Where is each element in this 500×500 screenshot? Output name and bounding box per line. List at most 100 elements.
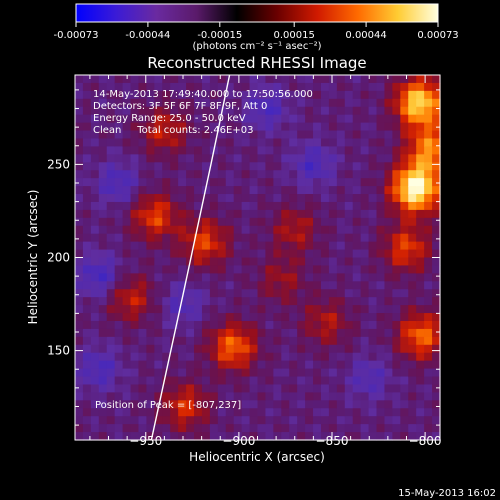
heatmap-cell bbox=[194, 114, 203, 124]
heatmap-cell bbox=[233, 106, 243, 116]
heatmap-cell bbox=[75, 209, 84, 219]
heatmap-cell bbox=[201, 82, 211, 92]
heatmap-cell bbox=[225, 384, 235, 393]
heatmap-cell bbox=[392, 75, 401, 84]
heatmap-cell bbox=[297, 75, 306, 84]
heatmap-cell bbox=[114, 257, 124, 267]
heatmap-cell bbox=[360, 432, 370, 441]
heatmap-cell bbox=[241, 241, 251, 251]
heatmap-cell bbox=[178, 130, 187, 140]
heatmap-cell bbox=[130, 75, 140, 84]
x-tick-label: −950 bbox=[129, 434, 162, 448]
heatmap-cell bbox=[162, 138, 171, 148]
heatmap-cell bbox=[114, 424, 124, 433]
heatmap-cell bbox=[186, 297, 195, 306]
heatmap-cell bbox=[209, 233, 219, 243]
heatmap-cell bbox=[305, 424, 314, 433]
annotation-line-detectors: Detectors: 3F 5F 6F 7F 8F 9F, Att 0 bbox=[93, 101, 267, 112]
heatmap-cell bbox=[368, 154, 378, 163]
heatmap-cell bbox=[82, 313, 92, 322]
heatmap-cell bbox=[432, 281, 441, 290]
heatmap-cell bbox=[305, 170, 314, 179]
heatmap-cell bbox=[265, 384, 274, 393]
heatmap-cell bbox=[233, 233, 243, 243]
heatmap-cell bbox=[90, 297, 100, 306]
heatmap-cell bbox=[305, 352, 314, 362]
heatmap-cell bbox=[178, 75, 187, 84]
heatmap-cell bbox=[328, 392, 338, 401]
heatmap-cell bbox=[305, 416, 314, 425]
heatmap-cell bbox=[178, 122, 187, 132]
heatmap-cell bbox=[170, 289, 179, 298]
heatmap-cell bbox=[217, 257, 227, 267]
heatmap-cell bbox=[114, 313, 124, 322]
heatmap-cell bbox=[75, 408, 84, 417]
heatmap-cell bbox=[360, 170, 370, 179]
heatmap-cell bbox=[297, 352, 306, 362]
heatmap-cell bbox=[376, 320, 386, 330]
heatmap-cell bbox=[241, 392, 251, 401]
heatmap-cell bbox=[344, 138, 354, 148]
heatmap-cell bbox=[352, 225, 362, 235]
heatmap-cell bbox=[352, 344, 362, 354]
heatmap-cell bbox=[75, 241, 84, 251]
heatmap-cell bbox=[146, 424, 155, 433]
heatmap-cell bbox=[194, 233, 203, 243]
heatmap-cell bbox=[186, 186, 195, 195]
heatmap-cell bbox=[194, 400, 203, 409]
heatmap-cell bbox=[217, 75, 227, 84]
heatmap-cell bbox=[114, 233, 124, 243]
heatmap-cell bbox=[281, 98, 290, 108]
heatmap-cell bbox=[257, 106, 267, 116]
heatmap-cell bbox=[265, 178, 274, 187]
heatmap-cell bbox=[424, 368, 433, 378]
heatmap-cell bbox=[209, 297, 219, 306]
heatmap-cell bbox=[178, 368, 187, 378]
heatmap-cell bbox=[178, 297, 187, 306]
heatmap-cell bbox=[241, 178, 251, 187]
heatmap-cell bbox=[305, 154, 314, 163]
heatmap-cell bbox=[313, 273, 322, 282]
heatmap-cell bbox=[320, 194, 330, 203]
heatmap-cell bbox=[130, 90, 140, 100]
annotation-line-energy: Energy Range: 25.0 - 50.0 keV bbox=[93, 113, 246, 124]
heatmap-cell bbox=[194, 432, 203, 441]
heatmap-cell bbox=[305, 432, 314, 441]
heatmap-cell bbox=[138, 320, 148, 330]
heatmap-cell bbox=[313, 368, 322, 378]
heatmap-cell bbox=[138, 225, 148, 235]
heatmap-cell bbox=[320, 305, 330, 314]
heatmap-cell bbox=[297, 90, 306, 100]
heatmap-cell bbox=[162, 257, 171, 267]
heatmap-cell bbox=[257, 257, 267, 267]
heatmap-cell bbox=[249, 273, 259, 282]
heatmap-cell bbox=[138, 392, 148, 401]
heatmap-cell bbox=[98, 209, 108, 219]
heatmap-cell bbox=[201, 273, 211, 282]
heatmap-cell bbox=[114, 114, 124, 124]
heatmap-cell bbox=[289, 384, 298, 393]
heatmap-cell bbox=[106, 114, 116, 124]
heatmap-cell bbox=[376, 273, 386, 282]
heatmap-cell bbox=[138, 82, 148, 92]
heatmap-cell bbox=[273, 289, 282, 298]
heatmap-cell bbox=[368, 392, 378, 401]
heatmap-cell bbox=[400, 82, 409, 92]
heatmap-cell bbox=[114, 138, 124, 148]
heatmap-cell bbox=[384, 122, 393, 132]
heatmap-cell bbox=[392, 392, 401, 401]
heatmap-cell bbox=[376, 257, 386, 267]
heatmap-cell bbox=[320, 320, 330, 330]
heatmap-cell bbox=[146, 289, 155, 298]
heatmap-cell bbox=[138, 273, 148, 282]
heatmap-cell bbox=[344, 162, 354, 171]
heatmap-cell bbox=[352, 106, 362, 116]
heatmap-cell bbox=[138, 424, 148, 433]
heatmap-cell bbox=[352, 217, 362, 227]
heatmap-cell bbox=[257, 249, 267, 259]
heatmap-cell bbox=[384, 328, 393, 338]
heatmap-cell bbox=[320, 98, 330, 108]
heatmap-cell bbox=[122, 217, 132, 227]
heatmap-cell bbox=[368, 320, 378, 330]
heatmap-cell bbox=[352, 130, 362, 140]
